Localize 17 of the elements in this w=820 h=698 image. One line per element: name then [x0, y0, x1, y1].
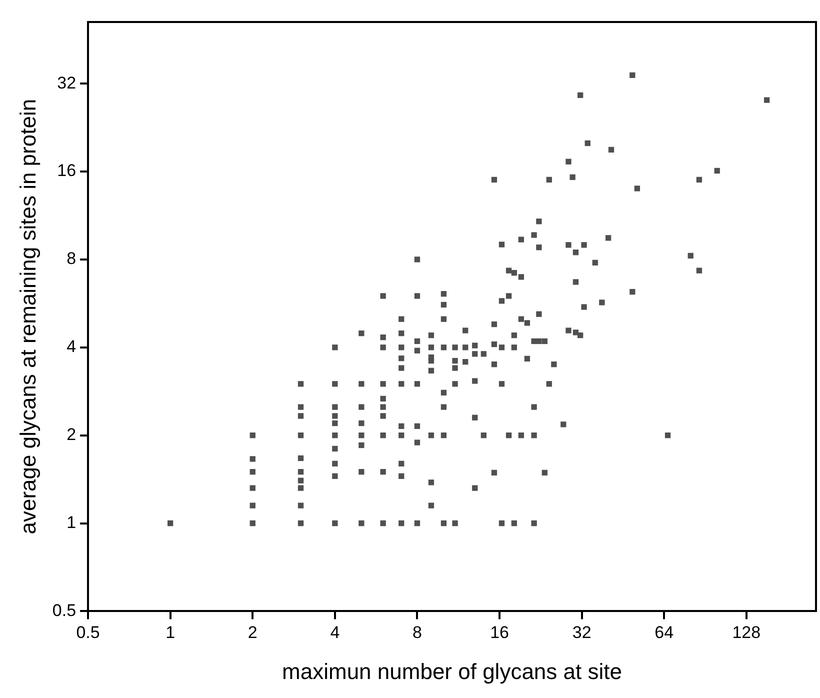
y-tick-label: 32	[57, 73, 76, 92]
y-tick-label: 4	[66, 337, 76, 356]
y-tick-label: 2	[66, 425, 76, 444]
y-tick-label: 16	[57, 161, 76, 180]
y-tick-label: 8	[66, 249, 76, 268]
x-tick-label: 64	[654, 623, 674, 642]
x-tick-label: 128	[732, 623, 761, 642]
x-tick-label: 8	[412, 623, 422, 642]
x-tick-label: 2	[248, 623, 258, 642]
y-tick-label: 1	[66, 512, 76, 532]
x-axis-title: maximun number of glycans at site	[282, 658, 622, 684]
x-tick-label: 1	[166, 623, 176, 642]
y-axis-title: average glycans at remaining sites in protein	[15, 98, 40, 534]
y-tick-label: 0.5	[52, 600, 76, 620]
x-tick-label: 32	[572, 623, 592, 642]
x-tick-label: 4	[330, 623, 340, 642]
x-tick-label: 16	[490, 623, 509, 642]
